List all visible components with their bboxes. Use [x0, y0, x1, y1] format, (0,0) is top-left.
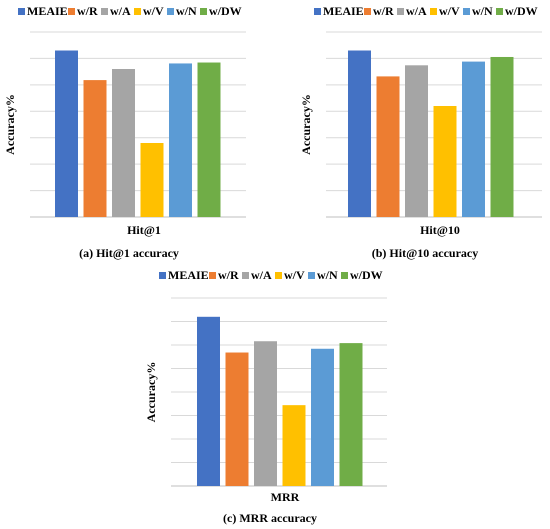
legend-label: w/A [251, 268, 272, 282]
x-axis-label: Hit@10 [420, 223, 460, 237]
legend-swatch [209, 272, 216, 279]
legend-swatch [101, 8, 108, 15]
legend-swatch [18, 8, 25, 15]
bars [197, 316, 363, 486]
legend-swatch [167, 8, 174, 15]
legend-label: w/DW [505, 4, 538, 18]
legend-item: w/N [308, 268, 338, 282]
legend-item: MEAIE [159, 268, 209, 282]
legend-item: w/A [101, 4, 131, 18]
legend-item: w/DW [496, 4, 538, 18]
legend-label: MEAIE [323, 4, 364, 18]
legend-item: w/V [275, 268, 305, 282]
legend-label: MEAIE [27, 4, 68, 18]
bar-meaie [197, 316, 220, 486]
bar-wr [225, 352, 249, 486]
legend-swatch [242, 272, 249, 279]
bar-wn [311, 348, 334, 486]
bar-wdw [339, 343, 363, 486]
bar-wa [405, 65, 428, 217]
x-axis-label: Hit@1 [127, 223, 161, 237]
legend-swatch [159, 272, 166, 279]
bars [55, 50, 221, 218]
y-axis-label: Accuracy% [144, 362, 158, 423]
legend-label: w/V [284, 268, 305, 282]
legend-label: w/DW [350, 268, 383, 282]
legend-swatch [308, 272, 315, 279]
legend-item: w/DW [200, 4, 242, 18]
bar-wr [83, 80, 107, 217]
legend-label: w/R [373, 4, 394, 18]
y-axis-label: Accuracy% [3, 94, 17, 155]
legend-item: w/A [397, 4, 427, 18]
legend-swatch [496, 8, 503, 15]
bar-wn [169, 63, 192, 218]
bar-wv [433, 106, 457, 217]
legend-swatch [364, 8, 371, 15]
legend-item: w/N [463, 4, 493, 18]
legend-label: w/R [218, 268, 239, 282]
bar-wv [282, 405, 306, 486]
x-axis-label: MRR [271, 490, 300, 504]
legend: MEAIE w/R w/A w/V w/N w/DW [159, 268, 383, 282]
legend-label: w/V [439, 4, 460, 18]
legend-label: w/N [317, 268, 338, 282]
legend-label: w/N [176, 4, 197, 18]
legend-swatch [314, 8, 321, 15]
legend-swatch [275, 272, 282, 279]
chart-panel-hit1: MEAIE w/R w/A w/V w/N w/DW Accuracy% Hit@1 (a) … [3, 2, 254, 260]
legend-label: w/N [472, 4, 493, 18]
legend: MEAIE w/R w/A w/V w/N w/DW [18, 4, 242, 18]
bar-meaie [348, 50, 371, 217]
legend-swatch [200, 8, 207, 15]
legend-swatch [463, 8, 470, 15]
legend-swatch [68, 8, 75, 15]
bar-wr [376, 76, 400, 218]
bars [348, 50, 514, 218]
bar-meaie [55, 50, 78, 217]
chart-caption: (c) MRR accuracy [223, 511, 317, 525]
legend-label: w/A [406, 4, 427, 18]
bar-wdw [490, 56, 514, 217]
legend-item: w/A [242, 268, 272, 282]
chart-hit10-svg: MEAIE w/R w/A w/V w/N w/DW Accuracy% Hit@10 [299, 4, 542, 237]
chart-panel-mrr: MEAIE w/R w/A w/V w/N w/DW Accuracy% MRR (c) MR… [144, 268, 395, 525]
legend-item: w/N [167, 4, 197, 18]
bar-wn [462, 61, 485, 217]
legend-item: w/DW [341, 268, 383, 282]
chart-panel-hit10: MEAIE w/R w/A w/V w/N w/DW Accuracy% Hit@10 (b)… [299, 2, 550, 260]
legend-item: w/R [209, 268, 239, 282]
legend-label: w/DW [209, 4, 242, 18]
legend-item: MEAIE [314, 4, 364, 18]
legend-label: w/A [110, 4, 131, 18]
legend-swatch [341, 272, 348, 279]
legend-item: w/V [134, 4, 164, 18]
bar-wdw [197, 62, 221, 218]
legend-label: w/R [77, 4, 98, 18]
bar-wv [140, 143, 164, 217]
legend-item: MEAIE [18, 4, 68, 18]
legend-item: w/R [364, 4, 394, 18]
chart-mrr-svg: MEAIE w/R w/A w/V w/N w/DW Accuracy% MRR [144, 268, 387, 504]
chart-hit1-svg: MEAIE w/R w/A w/V w/N w/DW Accuracy% Hit@1 [3, 4, 246, 237]
legend-swatch [397, 8, 404, 15]
legend-label: w/V [143, 4, 164, 18]
legend-item: w/R [68, 4, 98, 18]
y-axis-label: Accuracy% [299, 94, 313, 155]
legend-swatch [430, 8, 437, 15]
chart-caption: (a) Hit@1 accuracy [79, 246, 179, 260]
chart-caption: (b) Hit@10 accuracy [371, 246, 479, 260]
bar-wa [112, 69, 135, 217]
bar-wa [254, 341, 277, 486]
legend-label: MEAIE [168, 268, 209, 282]
legend: MEAIE w/R w/A w/V w/N w/DW [314, 4, 538, 18]
legend-swatch [134, 8, 141, 15]
legend-item: w/V [430, 4, 460, 18]
